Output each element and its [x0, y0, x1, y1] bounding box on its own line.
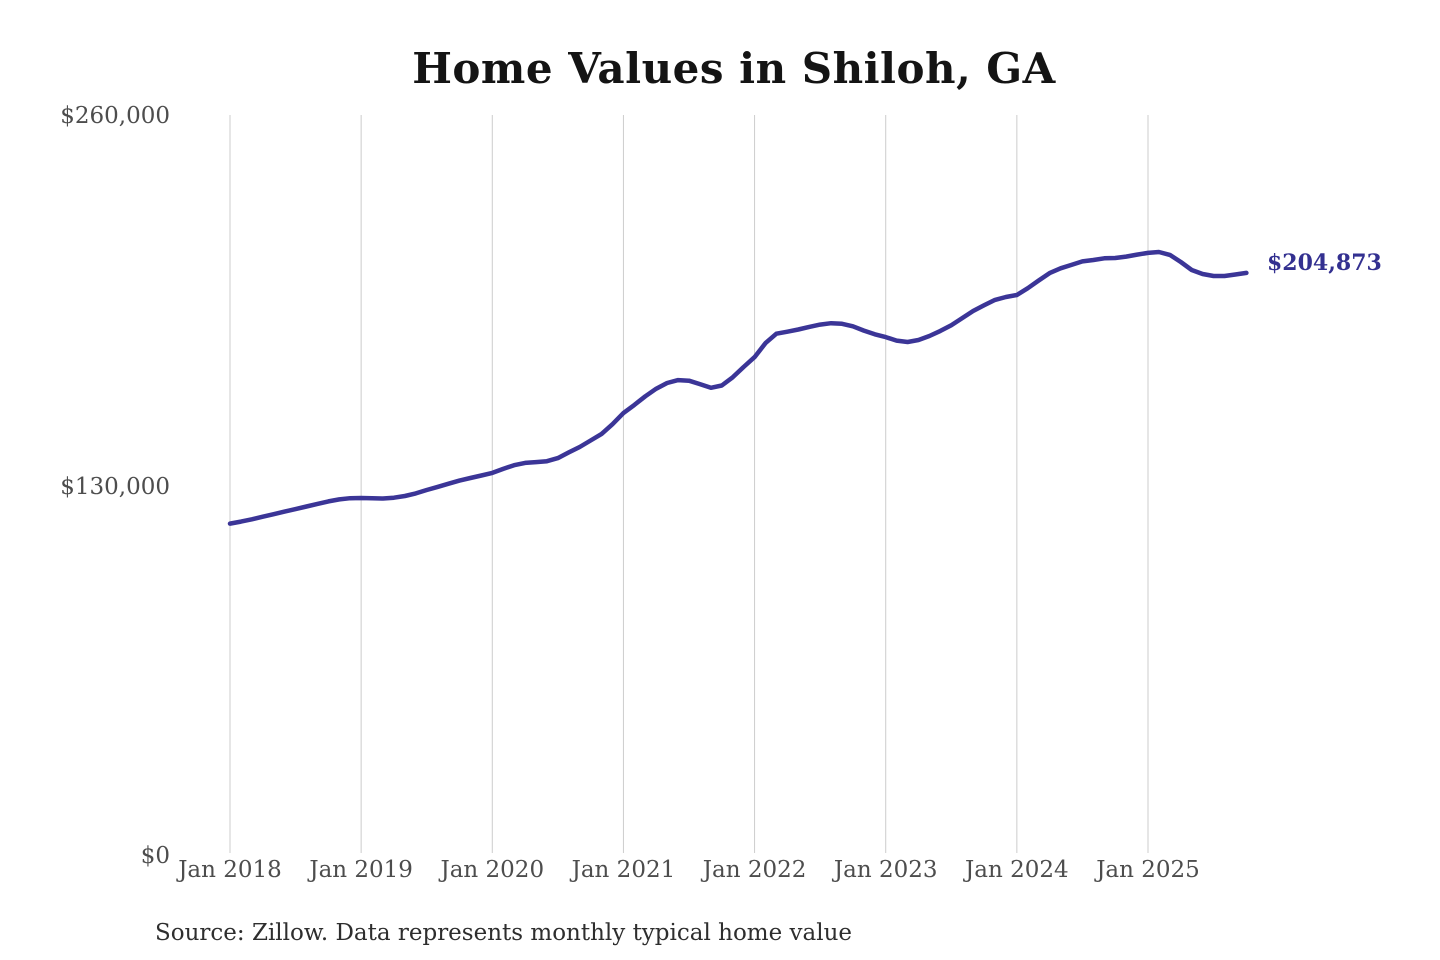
- latest-value-label: $204,873: [1267, 250, 1382, 276]
- x-axis-tick-jan2019: Jan 2019: [309, 857, 413, 883]
- x-axis-tick-jan2024: Jan 2024: [965, 857, 1069, 883]
- x-axis-tick-jan2020: Jan 2020: [440, 857, 545, 883]
- home-value-line: [227, 249, 1249, 526]
- x-axis-tick-jan2025: Jan 2025: [1096, 857, 1200, 883]
- vertical-gridlines: [229, 115, 1149, 853]
- x-axis-tick-jan2018: Jan 2018: [178, 857, 282, 883]
- x-axis-tick-jan2021: Jan 2021: [571, 857, 676, 883]
- y-axis-tick-0: $0: [140, 843, 170, 869]
- y-axis-tick-130000: $130,000: [60, 474, 170, 500]
- x-axis-tick-jan2022: Jan 2022: [702, 857, 807, 883]
- source-note: Source: Zillow. Data represents monthly …: [155, 920, 853, 946]
- chart-title: Home Values in Shiloh, GA: [412, 44, 1056, 93]
- y-axis-tick-260000: $260,000: [60, 103, 170, 129]
- x-axis-tick-jan2023: Jan 2023: [833, 857, 938, 883]
